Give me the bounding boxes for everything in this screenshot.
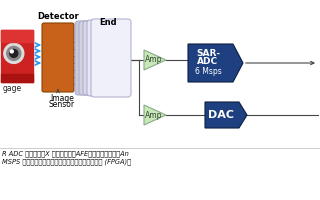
FancyBboxPatch shape [42,23,74,92]
Polygon shape [205,102,247,128]
Circle shape [4,43,24,63]
FancyBboxPatch shape [83,21,121,95]
Bar [1,30,33,82]
Text: Amp: Amp [145,55,163,64]
Text: DAC: DAC [208,110,234,120]
Circle shape [10,50,13,53]
Polygon shape [144,50,166,70]
Text: Amp: Amp [145,110,163,119]
Text: End: End [99,18,117,27]
Polygon shape [188,44,243,82]
Text: R ADC 信号链包括X 射线探测器、AFE、放大器驱动器、An: R ADC 信号链包括X 射线探测器、AFE、放大器驱动器、An [2,150,129,157]
FancyBboxPatch shape [87,20,126,96]
Text: SAR-: SAR- [196,49,220,58]
FancyBboxPatch shape [79,21,117,95]
FancyBboxPatch shape [75,21,113,95]
Circle shape [7,46,21,60]
Bar [1,30,33,42]
Circle shape [10,49,18,57]
Polygon shape [144,105,166,125]
Bar [1,74,33,82]
Text: ADC: ADC [197,58,219,66]
Text: 6 Msps: 6 Msps [195,66,221,75]
Text: MSPS 转换器，以及用于获得转换结果的数字接收器 (FPGA)。: MSPS 转换器，以及用于获得转换结果的数字接收器 (FPGA)。 [2,158,131,165]
FancyBboxPatch shape [91,19,131,97]
Text: gage: gage [3,84,22,93]
Text: Sensor: Sensor [49,100,75,109]
Text: Detector: Detector [37,12,79,21]
Text: Image: Image [50,94,74,103]
